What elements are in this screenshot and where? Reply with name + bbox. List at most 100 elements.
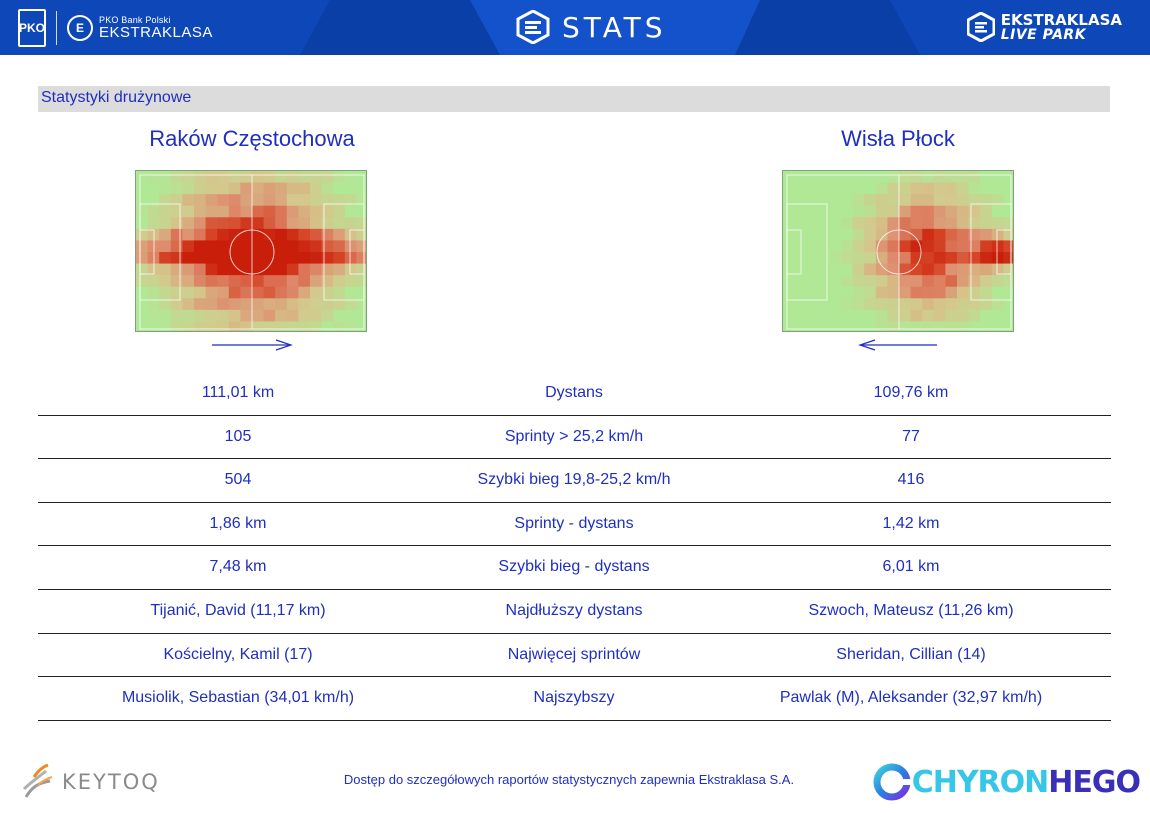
- heatmap-cell: [159, 194, 172, 207]
- heatmap-cell: [194, 252, 207, 265]
- heatmap-cell: [182, 194, 195, 207]
- heatmap-cell: [298, 205, 311, 218]
- heatmap-cell: [817, 217, 830, 230]
- heatmap-cell: [1003, 228, 1013, 241]
- pitch-marking: [229, 229, 275, 275]
- heatmap-cell: [817, 275, 830, 288]
- heatmap-cell: [875, 309, 888, 322]
- livepark-line2: LIVE PARK: [1000, 26, 1087, 43]
- home-value: 105: [224, 427, 252, 445]
- heatmap-cell: [286, 298, 299, 311]
- stat-label: Dystans: [545, 384, 603, 401]
- heatmap-cell: [286, 240, 299, 253]
- heatmap-cell: [194, 240, 207, 253]
- heatmap-cell: [275, 252, 288, 265]
- heatmap-cell: [286, 205, 299, 218]
- away-heatmap: [782, 170, 1014, 332]
- heatmap-cell: [991, 240, 1004, 253]
- heatmap-cell: [344, 309, 357, 322]
- heatmap-cell: [136, 252, 149, 265]
- home-value: 504: [224, 471, 252, 489]
- heatmap-cell: [864, 205, 877, 218]
- heatmap-cell: [783, 228, 796, 241]
- heatmap-cell: [333, 228, 346, 241]
- table-row: 7,48 km Szybki bieg - dystans 6,01 km: [38, 546, 1111, 590]
- home-value: Musiolik, Sebastian (34,01 km/h): [121, 689, 355, 707]
- heatmap-cell: [286, 252, 299, 265]
- heatmap-cell: [217, 286, 230, 299]
- heatmap-cell: [275, 228, 288, 241]
- heatmap-cell: [817, 298, 830, 311]
- heatmap-cell: [136, 228, 149, 241]
- heatmap-cell: [240, 240, 253, 253]
- heatmap-cell: [263, 298, 276, 311]
- heatmap-cell: [841, 182, 854, 195]
- heatmap-cell: [263, 217, 276, 230]
- heatmap-cell: [217, 298, 230, 311]
- heatmap-cell: [922, 286, 935, 299]
- away-value: Szwoch, Mateusz (11,26 km): [808, 601, 1014, 619]
- hego-label: HEGO: [1048, 764, 1141, 800]
- heatmap-cell: [333, 217, 346, 230]
- heatmap-cell: [252, 240, 265, 253]
- heatmap-cell: [356, 171, 366, 184]
- heatmap-cell: [310, 194, 323, 207]
- heatmap-cell: [864, 252, 877, 265]
- heatmap-cell: [829, 205, 842, 218]
- heatmap-cell: [310, 182, 323, 195]
- heatmap-cell: [968, 217, 981, 230]
- pko-logo-icon: PKO: [18, 9, 46, 47]
- heatmap-cell: [182, 309, 195, 322]
- heatmap-cell: [275, 240, 288, 253]
- heatmap-cell: [980, 205, 993, 218]
- heatmap-cell: [321, 252, 334, 265]
- heatmap-cell: [321, 298, 334, 311]
- heatmap-cell: [182, 217, 195, 230]
- heatmap-cell: [344, 263, 357, 276]
- heatmap-cell: [275, 182, 288, 195]
- heatmap-cell: [194, 286, 207, 299]
- heatmap-cell: [817, 321, 830, 331]
- heatmap-cell: [922, 298, 935, 311]
- ekstraklasa-wordmark: PKO Bank Polski EKSTRAKLASA: [99, 16, 213, 41]
- heatmap-cell: [240, 194, 253, 207]
- heatmap-cell: [228, 275, 241, 288]
- heatmap-cell: [310, 309, 323, 322]
- home-value: Kościelny, Kamil (17): [163, 645, 313, 663]
- table-row: 1,86 km Sprinty - dystans 1,42 km: [38, 503, 1111, 547]
- heatmap-cell: [957, 309, 970, 322]
- keytoq-logo: KEYTOQ: [20, 763, 160, 801]
- heatmap-cell: [945, 228, 958, 241]
- heatmap-cell: [933, 194, 946, 207]
- heatmap-cell: [333, 252, 346, 265]
- heatmap-cell: [783, 182, 796, 195]
- heatmap-cell: [852, 228, 865, 241]
- heatmap-cell: [228, 171, 241, 184]
- heatmap-cell: [182, 263, 195, 276]
- heatmap-cell: [194, 298, 207, 311]
- heatmap-cell: [321, 321, 334, 331]
- heatmap-cell: [875, 298, 888, 311]
- heatmap-cell: [806, 171, 819, 184]
- heatmap-cell: [136, 309, 149, 322]
- heatmap-cell: [875, 228, 888, 241]
- heatmap-cell: [945, 171, 958, 184]
- heatmap-cell: [899, 321, 912, 331]
- heatmap-cell: [817, 263, 830, 276]
- heatmap-cell: [841, 263, 854, 276]
- heatmap-cell: [205, 252, 218, 265]
- heatmap-cell: [298, 252, 311, 265]
- heatmap-cell: [980, 252, 993, 265]
- heatmap-cell: [205, 182, 218, 195]
- heatmap-cell: [321, 309, 334, 322]
- heatmap-cell: [945, 240, 958, 253]
- heatmap-cell: [344, 182, 357, 195]
- heatmap-cell: [136, 194, 149, 207]
- heatmap-cell: [910, 194, 923, 207]
- heatmap-cell: [887, 182, 900, 195]
- heatmap-cell: [159, 275, 172, 288]
- heatmap-cell: [263, 205, 276, 218]
- heatmap-cell: [356, 217, 366, 230]
- away-heatmap-canvas: [783, 171, 1013, 331]
- heatmap-cell: [957, 171, 970, 184]
